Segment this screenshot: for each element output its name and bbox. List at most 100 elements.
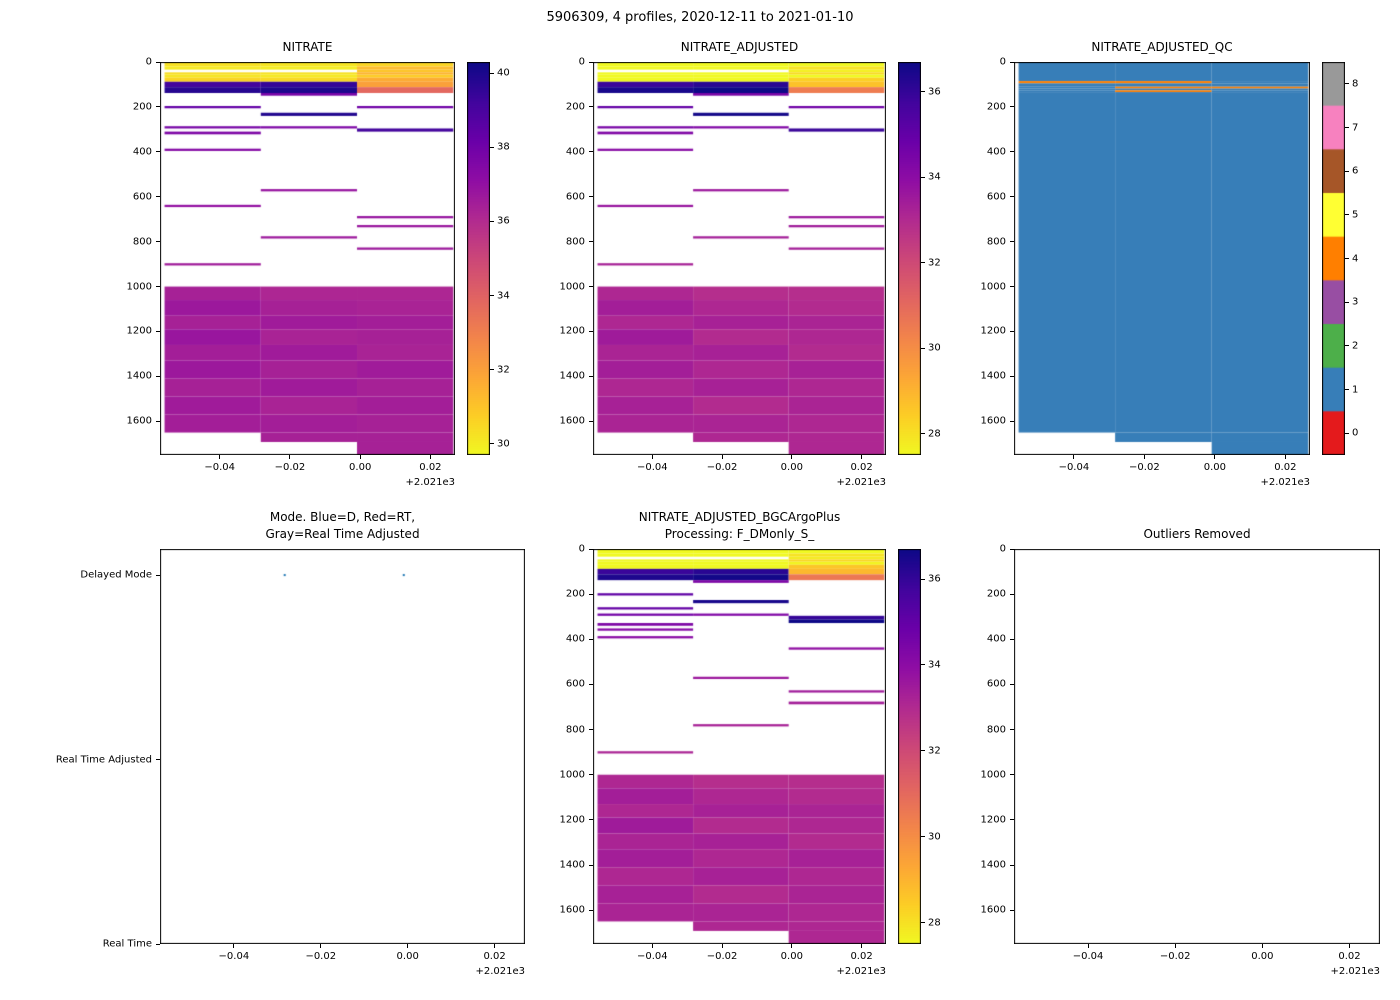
x-tick-label: −0.04 (1058, 462, 1090, 473)
colorbar-tick-label: 34 (928, 171, 941, 183)
y-tick-label: 1400 (980, 370, 1006, 382)
x-tick-mark (861, 455, 863, 459)
y-tick-label: 1200 (980, 325, 1006, 337)
y-tick-label: 1200 (126, 325, 152, 337)
x-tick-mark (233, 944, 235, 948)
x-tick-label: −0.02 (706, 462, 738, 473)
subplot-outliers-removed: Outliers Removed −0.04 −0.02 0.00 0.02 +2.02… (981, 527, 1380, 977)
y-tick-label: 600 (565, 191, 585, 203)
y-tick-mark (1010, 61, 1014, 63)
y-tick-label: 1000 (980, 281, 1006, 293)
x-tick-mark (791, 455, 793, 459)
y-tick-mark (589, 330, 593, 332)
x-tick-label: −0.02 (305, 951, 337, 962)
colorbar-tick-mark (1345, 170, 1349, 172)
colorbar-nitrate-adjusted-canvas (898, 62, 921, 455)
y-tick-label: Real Time Adjusted (55, 754, 152, 766)
y-tick-label: 800 (565, 236, 585, 248)
colorbar-tick-mark (921, 836, 925, 838)
colorbar-tick-mark (921, 347, 925, 349)
y-tick-label: 0 (578, 56, 585, 68)
colorbar-tick-mark (921, 578, 925, 580)
colorbar-tick-mark (1345, 214, 1349, 216)
colorbar-tick-mark (490, 369, 494, 371)
x-tick-label: −0.04 (636, 462, 668, 473)
colorbar-tick-mark (1345, 301, 1349, 303)
y-tick-mark (156, 286, 160, 288)
y-tick-label: 400 (132, 146, 152, 158)
colorbar-tick-mark (1345, 389, 1349, 390)
x-tick-mark (861, 944, 863, 948)
y-tick-mark (589, 593, 593, 595)
colorbar-tick-mark (1345, 127, 1349, 128)
y-tick-mark (589, 683, 593, 685)
colorbar-tick-label: 2 (1352, 340, 1359, 352)
x-tick-label: −0.04 (204, 462, 236, 473)
x-tick-mark (320, 944, 322, 948)
colorbar-tick-label: 7 (1352, 122, 1359, 133)
colorbar-tick-label: 32 (497, 364, 510, 376)
colorbar-tick-mark (921, 262, 925, 264)
subplot-outliers-removed-title: Outliers Removed (1143, 527, 1251, 542)
x-tick-label: 0.02 (1338, 951, 1361, 962)
bgcargoplus-heatmap-canvas (593, 549, 886, 944)
y-tick-mark (1010, 196, 1014, 198)
x-tick-label: −0.02 (274, 462, 306, 473)
colorbar-tick-mark (490, 146, 494, 148)
y-tick-mark (1010, 420, 1014, 422)
y-tick-label: 1600 (980, 415, 1006, 427)
x-offset-label: +2.021e3 (836, 477, 886, 488)
y-tick-label: 1000 (126, 281, 152, 293)
x-tick-label: 0.00 (780, 462, 803, 473)
x-offset-label: +2.021e3 (405, 477, 455, 488)
subplot-nitrate-adjusted-title: NITRATE_ADJUSTED (680, 40, 799, 55)
colorbar-tick-mark (490, 295, 494, 297)
x-tick-mark (494, 944, 496, 948)
subplot-bgcargoplus: NITRATE_ADJUSTED_BGCArgoPlus Processing:… (560, 510, 886, 977)
colorbar-tick-label: 34 (497, 290, 510, 302)
colorbar-qc-canvas (1322, 62, 1345, 455)
y-tick-label: 600 (132, 191, 152, 203)
outliers-removed-canvas (1014, 549, 1380, 944)
x-tick-label: −0.04 (636, 951, 668, 962)
figure-suptitle: 5906309, 4 profiles, 2020-12-11 to 2021-… (546, 10, 854, 25)
colorbar-tick-label: 30 (928, 831, 941, 843)
y-tick-mark (589, 909, 593, 911)
y-tick-mark (589, 375, 593, 377)
y-tick-label: 800 (986, 236, 1006, 248)
x-tick-mark (289, 455, 291, 459)
y-tick-mark (1010, 819, 1014, 821)
y-tick-mark (1010, 241, 1014, 243)
y-tick-mark (1010, 286, 1014, 288)
y-tick-mark (156, 151, 160, 153)
x-tick-label: 0.02 (850, 462, 873, 473)
x-tick-label: 0.00 (349, 462, 372, 473)
y-tick-label: 1000 (980, 769, 1006, 781)
y-tick-mark (156, 574, 160, 576)
y-tick-label: 1600 (980, 904, 1006, 916)
y-tick-mark (156, 61, 160, 63)
colorbar-tick-label: 38 (497, 141, 510, 153)
nitrate-adjusted-qc-heatmap-canvas (1014, 62, 1310, 455)
x-offset-label: +2.021e3 (1260, 477, 1310, 488)
colorbar-tick-mark (921, 91, 925, 93)
y-tick-label: 200 (132, 101, 152, 113)
colorbar-tick-label: 32 (928, 745, 941, 757)
x-tick-label: 0.02 (850, 951, 873, 962)
y-tick-label: 1200 (559, 814, 585, 826)
y-tick-label: 800 (986, 724, 1006, 736)
colorbar-tick-label: 1 (1352, 384, 1359, 395)
x-tick-mark (407, 944, 409, 948)
y-tick-mark (589, 196, 593, 198)
colorbar-tick-mark (921, 433, 925, 435)
y-tick-label: 200 (565, 101, 585, 113)
colorbar-tick-mark (921, 922, 925, 924)
subplot-nitrate: NITRATE −0.04 −0.02 0.00 0.02 +2.021e3 0 200 40… (127, 40, 455, 488)
y-tick-mark (1010, 375, 1014, 377)
y-tick-label: 1000 (559, 769, 585, 781)
y-tick-label: 1400 (559, 859, 585, 871)
y-tick-label: 400 (565, 146, 585, 158)
y-tick-label: 600 (986, 191, 1006, 203)
y-tick-mark (156, 420, 160, 422)
